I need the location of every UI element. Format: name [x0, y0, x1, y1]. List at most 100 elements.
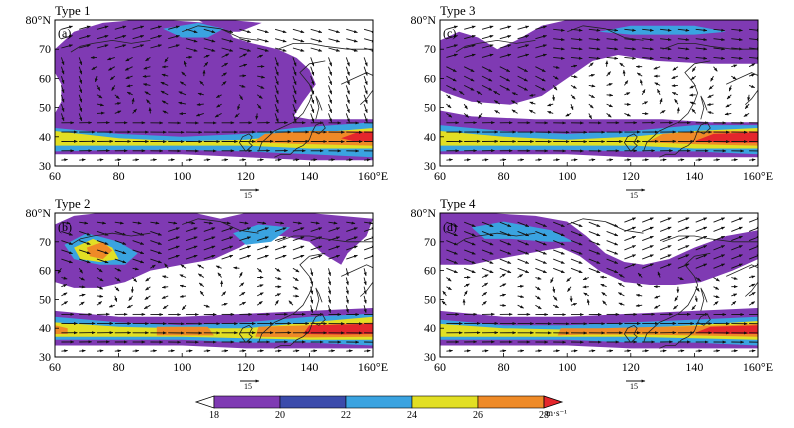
wind-vector-264	[274, 28, 287, 34]
wind-vector-199	[464, 249, 476, 255]
wind-vector-191	[257, 254, 269, 260]
wind-vector-109	[463, 103, 468, 110]
wind-vector-197	[363, 254, 373, 260]
wind-vector-111	[114, 102, 122, 106]
wind-vector-160	[345, 85, 350, 95]
wind-vector-210	[274, 245, 287, 251]
wind-vector-235	[79, 35, 91, 40]
wind-vector-155	[640, 79, 643, 86]
y-tick-label: 70	[39, 235, 51, 249]
panel-letter: (b)	[58, 220, 72, 234]
wind-vector-15	[713, 158, 721, 162]
wind-vector-129	[499, 283, 507, 288]
wind-vector-126	[60, 94, 65, 103]
wind-vector-236	[96, 230, 109, 236]
wind-vector-96	[547, 111, 554, 115]
wind-vector-175	[292, 267, 300, 273]
wind-vector-240	[168, 227, 180, 232]
wind-vector-160	[728, 85, 732, 92]
reference-vector-label: 15	[630, 191, 638, 200]
wind-vector-218	[96, 44, 109, 49]
wind-vector-100	[239, 301, 247, 306]
wind-vector-223	[570, 47, 583, 51]
wind-vector-138	[657, 88, 661, 95]
wind-vector-207	[606, 56, 619, 60]
wind-vector-212	[695, 245, 708, 251]
wind-vector-173	[257, 75, 266, 79]
wind-vector-7	[185, 349, 193, 353]
y-tick-label: 60	[424, 71, 436, 85]
wind-vector-146	[481, 274, 489, 278]
wind-vector-162	[60, 75, 65, 84]
wind-vector-223	[185, 47, 198, 52]
y-tick-label: 50	[424, 292, 436, 306]
coastline-segment-3	[312, 313, 326, 326]
wind-vector-177	[713, 263, 726, 269]
wind-vector-179	[363, 268, 367, 277]
axis-ticks: 60 80 100 120 140 160°E 30 40 50 60 70 80°N	[26, 13, 389, 183]
wind-vector-214	[345, 57, 350, 67]
wind-vector-175	[292, 75, 297, 86]
wind-vector-134	[197, 92, 204, 96]
wind-vector-230	[310, 236, 323, 242]
wind-vector-211	[677, 245, 690, 251]
wind-vector-99	[602, 300, 607, 306]
panel-title: Type 2	[55, 196, 91, 211]
wind-vector-5	[535, 158, 542, 162]
wind-vector-107	[363, 113, 368, 123]
wind-vector-197	[748, 254, 758, 260]
wind-vector-126	[446, 94, 452, 99]
wind-vector-182	[96, 258, 109, 264]
coastline	[455, 218, 758, 349]
wind-vector-108	[61, 292, 68, 297]
wind-vector-102	[653, 304, 661, 309]
wind-vector-181	[463, 66, 475, 73]
shading-22-region-3	[55, 122, 373, 158]
wind-vector-199	[79, 249, 91, 255]
wind-vector-135	[215, 94, 222, 98]
shading-22-region-2	[471, 221, 574, 242]
wind-vector-105	[713, 301, 719, 306]
coastline-segment-2	[659, 130, 698, 158]
wind-vector-197	[748, 63, 756, 68]
wind-vector-104	[310, 305, 314, 314]
wind-vector-163	[464, 267, 476, 274]
shading-26-region-5	[557, 323, 758, 337]
wind-vector-12	[660, 349, 667, 353]
wind-vector-126	[61, 284, 68, 288]
wind-vector-141	[713, 286, 720, 290]
wind-vector-101	[256, 301, 263, 306]
wind-vector-269	[748, 217, 758, 223]
wind-vector-234	[61, 230, 73, 236]
wind-vector-166	[517, 267, 530, 274]
y-tick-label: 80°N	[411, 206, 437, 220]
wind-vector-248	[695, 38, 708, 42]
wind-vector-213	[713, 245, 726, 251]
wind-vector-160	[345, 277, 349, 286]
x-tick-label: 100	[558, 169, 576, 183]
wind-vector-201	[107, 56, 115, 61]
wind-vector-120	[654, 295, 661, 299]
y-tick-label: 60	[424, 264, 436, 278]
wind-speed-shading	[55, 20, 373, 161]
wind-vector-171	[215, 265, 222, 269]
wind-vector-227	[642, 235, 654, 242]
wind-vector-120	[274, 103, 279, 114]
coastline-segment-1	[643, 60, 711, 152]
wind-vector-154	[624, 80, 629, 86]
wind-vector-96	[162, 110, 169, 114]
wind-vector-16	[346, 158, 353, 162]
coastline-segment-2	[274, 130, 313, 158]
coastline-segment-4	[315, 287, 323, 312]
wind-vector-136	[624, 92, 631, 96]
wind-vector-104	[310, 113, 315, 123]
wind-vector-186	[553, 258, 565, 264]
wind-vector-268	[731, 28, 743, 32]
wind-vector-184	[132, 258, 145, 264]
panel-letter: (a)	[58, 26, 71, 40]
wind-vector-11	[642, 349, 649, 353]
wind-vector-228	[659, 235, 672, 242]
wind-vector-221	[150, 44, 162, 49]
wind-vector-118	[624, 102, 631, 106]
